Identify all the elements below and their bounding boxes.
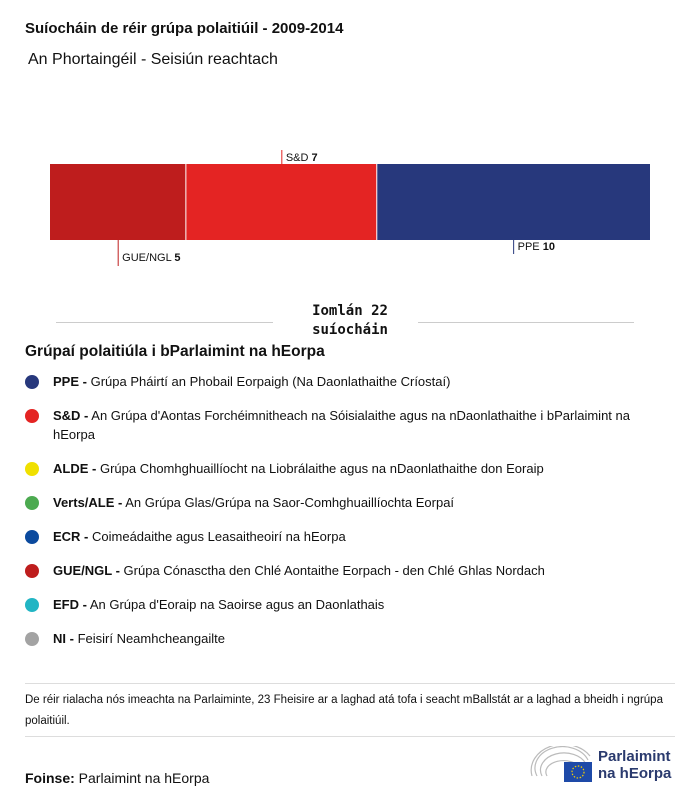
legend-swatch	[25, 598, 39, 612]
source-value: Parlaimint na hEorpa	[74, 770, 210, 786]
legend-abbr: GUE/NGL -	[53, 563, 120, 578]
divider-right	[418, 322, 634, 323]
divider	[25, 736, 675, 737]
logo-line-1: Parlaimint	[598, 748, 671, 765]
total-seats: Iomlán 22 suíocháin	[280, 302, 420, 340]
legend-item: Verts/ALE - An Grúpa Glas/Grúpa na Saor-…	[25, 493, 665, 512]
footnote: De réir rialacha nós imeachta na Parlaim…	[25, 694, 663, 727]
chart-subtitle: An Phortaingéil - Seisiún reachtach	[28, 51, 278, 68]
legend: PPE - Grúpa Pháirtí an Phobail Eorpaigh …	[25, 372, 665, 663]
legend-name: An Grúpa d'Eoraip na Saoirse agus an Dao…	[86, 597, 385, 612]
bar-label: S&D 7	[286, 152, 318, 164]
legend-abbr: EFD -	[53, 597, 87, 612]
legend-text: Verts/ALE - An Grúpa Glas/Grúpa na Saor-…	[53, 493, 454, 512]
bar-label: PPE 10	[518, 241, 555, 253]
legend-text: ALDE - Grúpa Chomhghuaillíocht na Liobrá…	[53, 459, 544, 478]
ep-logo: Parlaimint na hEorpa	[530, 746, 671, 784]
legend-name: Coimeádaithe agus Leasaitheoirí na hEorp…	[88, 529, 346, 544]
legend-swatch	[25, 375, 39, 389]
divider	[25, 683, 675, 684]
legend-item: S&D - An Grúpa d'Aontas Forchéimnitheach…	[25, 406, 665, 444]
legend-swatch	[25, 409, 39, 423]
divider-left	[56, 322, 273, 323]
seat-bar-chart: GUE/NGL 5 S&D 7 PPE 10	[50, 150, 650, 266]
legend-item: EFD - An Grúpa d'Eoraip na Saoirse agus …	[25, 595, 665, 614]
source-label: Foinse:	[25, 770, 75, 786]
hemicycle-eu-flag-icon	[530, 746, 592, 782]
logo-line-2: na hEorpa	[598, 765, 672, 782]
legend-name: Feisirí Neamhcheangailte	[73, 631, 225, 646]
legend-name: Grúpa Chomhghuaillíocht na Liobrálaithe …	[96, 461, 544, 476]
legend-text: ECR - Coimeádaithe agus Leasaitheoirí na…	[53, 527, 346, 546]
legend-item: PPE - Grúpa Pháirtí an Phobail Eorpaigh …	[25, 372, 665, 391]
legend-swatch	[25, 564, 39, 578]
legend-text: S&D - An Grúpa d'Aontas Forchéimnitheach…	[53, 406, 665, 444]
legend-swatch	[25, 530, 39, 544]
legend-item: ALDE - Grúpa Chomhghuaillíocht na Liobrá…	[25, 459, 665, 478]
bar-label: GUE/NGL 5	[122, 252, 180, 264]
legend-abbr: ECR -	[53, 529, 89, 544]
legend-abbr: Verts/ALE -	[53, 495, 123, 510]
bar-segment	[50, 164, 186, 240]
legend-name: Grúpa Cónasctha den Chlé Aontaithe Eorpa…	[119, 563, 545, 578]
legend-abbr: NI -	[53, 631, 74, 646]
legend-name: An Grúpa d'Aontas Forchéimnitheach na Só…	[53, 408, 630, 442]
legend-abbr: ALDE -	[53, 461, 97, 476]
legend-text: GUE/NGL - Grúpa Cónasctha den Chlé Aonta…	[53, 561, 545, 580]
total-line-1: Iomlán 22	[312, 303, 388, 319]
legend-item: GUE/NGL - Grúpa Cónasctha den Chlé Aonta…	[25, 561, 665, 580]
legend-name: Grúpa Pháirtí an Phobail Eorpaigh (Na Da…	[86, 374, 451, 389]
legend-swatch	[25, 632, 39, 646]
legend-swatch	[25, 496, 39, 510]
legend-abbr: S&D -	[53, 408, 89, 423]
legend-text: EFD - An Grúpa d'Eoraip na Saoirse agus …	[53, 595, 384, 614]
bar-segment	[377, 164, 650, 240]
source: Foinse: Parlaimint na hEorpa	[25, 770, 209, 786]
legend-item: ECR - Coimeádaithe agus Leasaitheoirí na…	[25, 527, 665, 546]
legend-text: NI - Feisirí Neamhcheangailte	[53, 629, 225, 648]
legend-abbr: PPE -	[53, 374, 87, 389]
chart-title: Suíocháin de réir grúpa polaitiúil - 200…	[25, 20, 344, 37]
total-line-2: suíocháin	[312, 322, 388, 338]
legend-swatch	[25, 462, 39, 476]
legend-name: An Grúpa Glas/Grúpa na Saor-Comhghuaillí…	[122, 495, 455, 510]
legend-title: Grúpaí polaitiúla i bParlaimint na hEorp…	[25, 343, 325, 360]
legend-text: PPE - Grúpa Pháirtí an Phobail Eorpaigh …	[53, 372, 450, 391]
legend-item: NI - Feisirí Neamhcheangailte	[25, 629, 665, 648]
bar-segment	[186, 164, 377, 240]
